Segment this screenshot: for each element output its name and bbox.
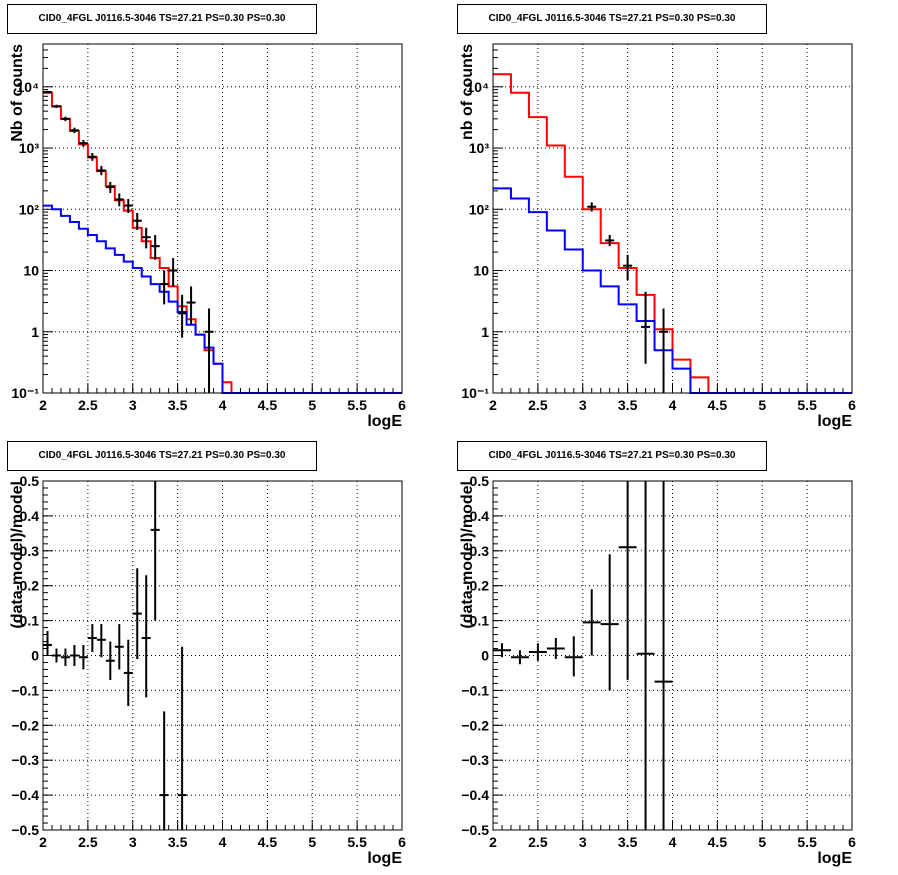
panel-2-x-tick-label: 4.5 bbox=[708, 397, 728, 413]
panel-4-y-tick-label: 0.4 bbox=[470, 508, 490, 524]
panel-4-x-tick-label: 6 bbox=[848, 834, 856, 850]
panel-2-series-blue-line bbox=[493, 187, 852, 394]
panel-2-plot-frame bbox=[492, 43, 853, 394]
panel-4-y-tick-label: −0.3 bbox=[461, 752, 489, 768]
panel-3-x-axis-label: logE bbox=[367, 850, 402, 867]
panel-1-plot-frame bbox=[42, 43, 403, 394]
panel-3-x-tick-label: 2 bbox=[39, 834, 47, 850]
panel-2-title: CID0_4FGL J0116.5-3046 TS=27.21 PS=0.30 … bbox=[457, 4, 767, 34]
panel-4-x-axis-label: logE bbox=[817, 850, 852, 867]
panel-2-x-tick-label: 2 bbox=[489, 397, 497, 413]
panel-2-x-axis-label: logE bbox=[817, 413, 852, 430]
panel-3-x-tick-label: 4.5 bbox=[258, 834, 278, 850]
panel-1-title: CID0_4FGL J0116.5-3046 TS=27.21 PS=0.30 … bbox=[7, 4, 317, 34]
panel-4-y-tick-label: 0 bbox=[481, 648, 489, 664]
panel-4-x-tick-label: 2.5 bbox=[528, 834, 548, 850]
panel-3-x-tick-label: 3 bbox=[129, 834, 137, 850]
panel-2-y-tick-label: 10² bbox=[469, 201, 490, 217]
panel-1-x-tick-label: 2 bbox=[39, 397, 47, 413]
panel-4-y-tick-label: −0.2 bbox=[461, 717, 489, 733]
panel-1-y-tick-label: 10³ bbox=[19, 140, 40, 156]
panel-4-x-tick-label: 5.5 bbox=[797, 834, 817, 850]
panel-2-y-axis-label: nb of counts bbox=[459, 44, 476, 140]
panel-2-y-tick-label: 10 bbox=[473, 263, 489, 279]
panel-4-x-tick-label: 3 bbox=[579, 834, 587, 850]
panel-4-title: CID0_4FGL J0116.5-3046 TS=27.21 PS=0.30 … bbox=[457, 441, 767, 471]
panel-3-x-tick-label: 3.5 bbox=[168, 834, 188, 850]
panel-2-y-tick-label: 10⁴ bbox=[467, 79, 490, 95]
panel-2-x-tick-label: 5 bbox=[758, 397, 766, 413]
panel-1-y-tick-label: 10² bbox=[19, 201, 40, 217]
panel-2-x-tick-label: 4 bbox=[669, 397, 677, 413]
panel-3-x-tick-label: 5.5 bbox=[347, 834, 367, 850]
panel-4-y-tick-label: −0.5 bbox=[461, 822, 489, 838]
panel-3-y-tick-label: −0.1 bbox=[11, 682, 39, 698]
panel-2-x-tick-label: 2.5 bbox=[528, 397, 548, 413]
panel-1-x-tick-label: 4.5 bbox=[258, 397, 278, 413]
panel-1-x-tick-label: 3.5 bbox=[168, 397, 188, 413]
panel-1-series-blue-line bbox=[43, 204, 402, 394]
panel-1-y-tick-label: 10⁻¹ bbox=[11, 385, 39, 401]
panel-2-x-tick-label: 5.5 bbox=[797, 397, 817, 413]
panel-3-y-tick-label: −0.3 bbox=[11, 752, 39, 768]
panel-1-x-tick-label: 6 bbox=[398, 397, 406, 413]
panel-2-x-tick-label: 6 bbox=[848, 397, 856, 413]
panel-2-y-tick-label: 10³ bbox=[469, 140, 490, 156]
panel-1-x-tick-label: 4 bbox=[219, 397, 227, 413]
panel-1-x-tick-label: 2.5 bbox=[78, 397, 98, 413]
panel-3-y-tick-label: −0.2 bbox=[11, 717, 39, 733]
panel-2-y-tick-label: 10⁻¹ bbox=[461, 385, 489, 401]
panel-1-x-axis-label: logE bbox=[367, 413, 402, 430]
panel-3-y-tick-label: 0 bbox=[31, 648, 39, 664]
panel-3-x-tick-label: 4 bbox=[219, 834, 227, 850]
panel-4-x-tick-label: 2 bbox=[489, 834, 497, 850]
panel-3-plot-frame bbox=[42, 480, 403, 831]
panel-3-y-tick-label: 0.2 bbox=[20, 578, 40, 594]
panel-1-y-axis-label: Nb of counts bbox=[9, 44, 26, 142]
panel-4-y-tick-label: 0.5 bbox=[470, 473, 490, 489]
panel-3-y-tick-label: 0.3 bbox=[20, 543, 40, 559]
panel-4-y-tick-label: 0.3 bbox=[470, 543, 490, 559]
panel-1-x-tick-label: 3 bbox=[129, 397, 137, 413]
panel-3-x-tick-label: 2.5 bbox=[78, 834, 98, 850]
panel-4-x-tick-label: 4.5 bbox=[708, 834, 728, 850]
panel-4-plot-frame bbox=[492, 480, 853, 831]
panel-1-y-tick-label: 10 bbox=[23, 263, 39, 279]
panel-4-y-tick-label: 0.2 bbox=[470, 578, 490, 594]
panel-1-x-tick-label: 5 bbox=[308, 397, 316, 413]
panel-3-y-tick-label: −0.4 bbox=[11, 787, 39, 803]
panel-2-x-tick-label: 3.5 bbox=[618, 397, 638, 413]
panel-2-y-tick-label: 1 bbox=[481, 324, 489, 340]
panel-3-y-tick-label: 0.4 bbox=[20, 508, 40, 524]
panel-4-y-tick-label: 0.1 bbox=[470, 613, 490, 629]
panel-3-y-axis-label: (data-model)/model bbox=[9, 481, 26, 629]
panel-3-y-tick-label: −0.5 bbox=[11, 822, 39, 838]
panel-4-x-tick-label: 3.5 bbox=[618, 834, 638, 850]
panel-4-x-tick-label: 4 bbox=[669, 834, 677, 850]
panel-4-y-tick-label: −0.4 bbox=[461, 787, 489, 803]
panel-3-x-tick-label: 5 bbox=[308, 834, 316, 850]
panel-4-x-tick-label: 5 bbox=[758, 834, 766, 850]
panel-4-y-tick-label: −0.1 bbox=[461, 682, 489, 698]
panel-4-y-axis-label: (data-model)/model bbox=[459, 481, 476, 629]
panel-3-y-tick-label: 0.1 bbox=[20, 613, 40, 629]
panel-1-x-tick-label: 5.5 bbox=[347, 397, 367, 413]
panel-2-x-tick-label: 3 bbox=[579, 397, 587, 413]
panel-3-x-tick-label: 6 bbox=[398, 834, 406, 850]
panel-1-y-tick-label: 10⁴ bbox=[17, 79, 40, 95]
panel-2-series-red-line bbox=[493, 73, 852, 394]
panel-3-title: CID0_4FGL J0116.5-3046 TS=27.21 PS=0.30 … bbox=[7, 441, 317, 471]
panel-1-series-red-line bbox=[43, 91, 402, 394]
panel-1-y-tick-label: 1 bbox=[31, 324, 39, 340]
panel-3-y-tick-label: 0.5 bbox=[20, 473, 40, 489]
